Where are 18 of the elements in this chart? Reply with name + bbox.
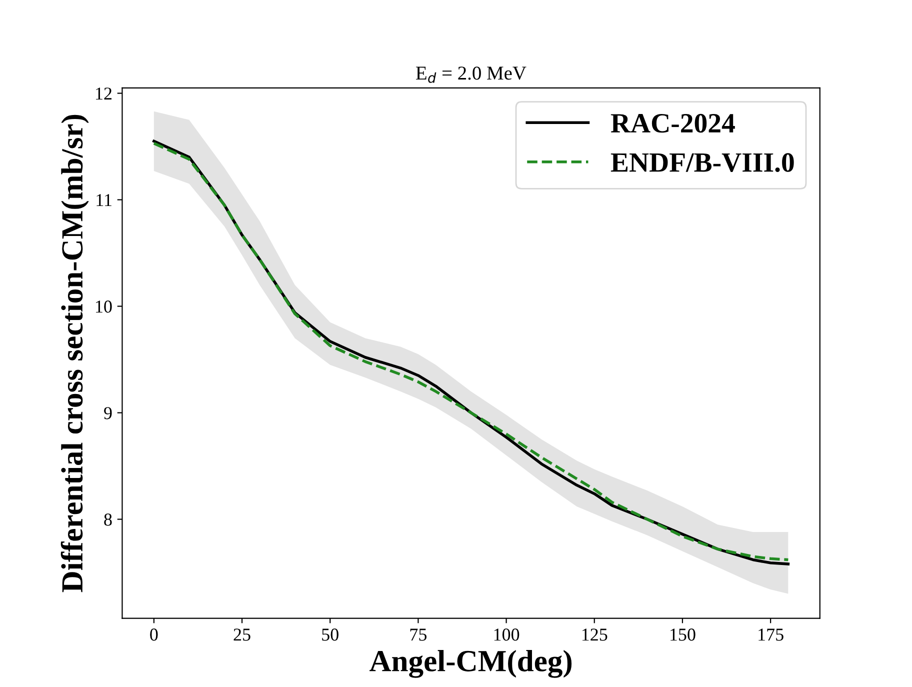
y-tick-label: 10	[96, 300, 112, 313]
x-tick-label: 25	[234, 628, 250, 641]
x-tick-label: 75	[410, 628, 427, 641]
x-tick-label: 0	[150, 628, 158, 641]
x-axis-title: Angel-CM(deg)	[370, 650, 572, 678]
x-tick-label: 125	[582, 628, 608, 641]
x-tick-label: 175	[758, 628, 784, 641]
y-tick-label: 9	[104, 407, 112, 420]
legend-label: ENDF/B-VIII.0	[610, 153, 794, 172]
x-tick-label: 50	[322, 628, 338, 641]
y-tick-label: 8	[104, 514, 112, 526]
x-tick-label: 100	[494, 628, 520, 641]
y-axis-title: Differential cross section-CM(mb/sr)	[60, 114, 89, 592]
chart-title: E$_{d}$ = 2.0 MeV	[416, 66, 526, 83]
y-tick-label: 12	[96, 88, 112, 100]
legend-label: RAC-2024	[610, 114, 735, 133]
x-tick-label: 150	[670, 628, 696, 641]
y-tick-label: 11	[96, 194, 112, 206]
